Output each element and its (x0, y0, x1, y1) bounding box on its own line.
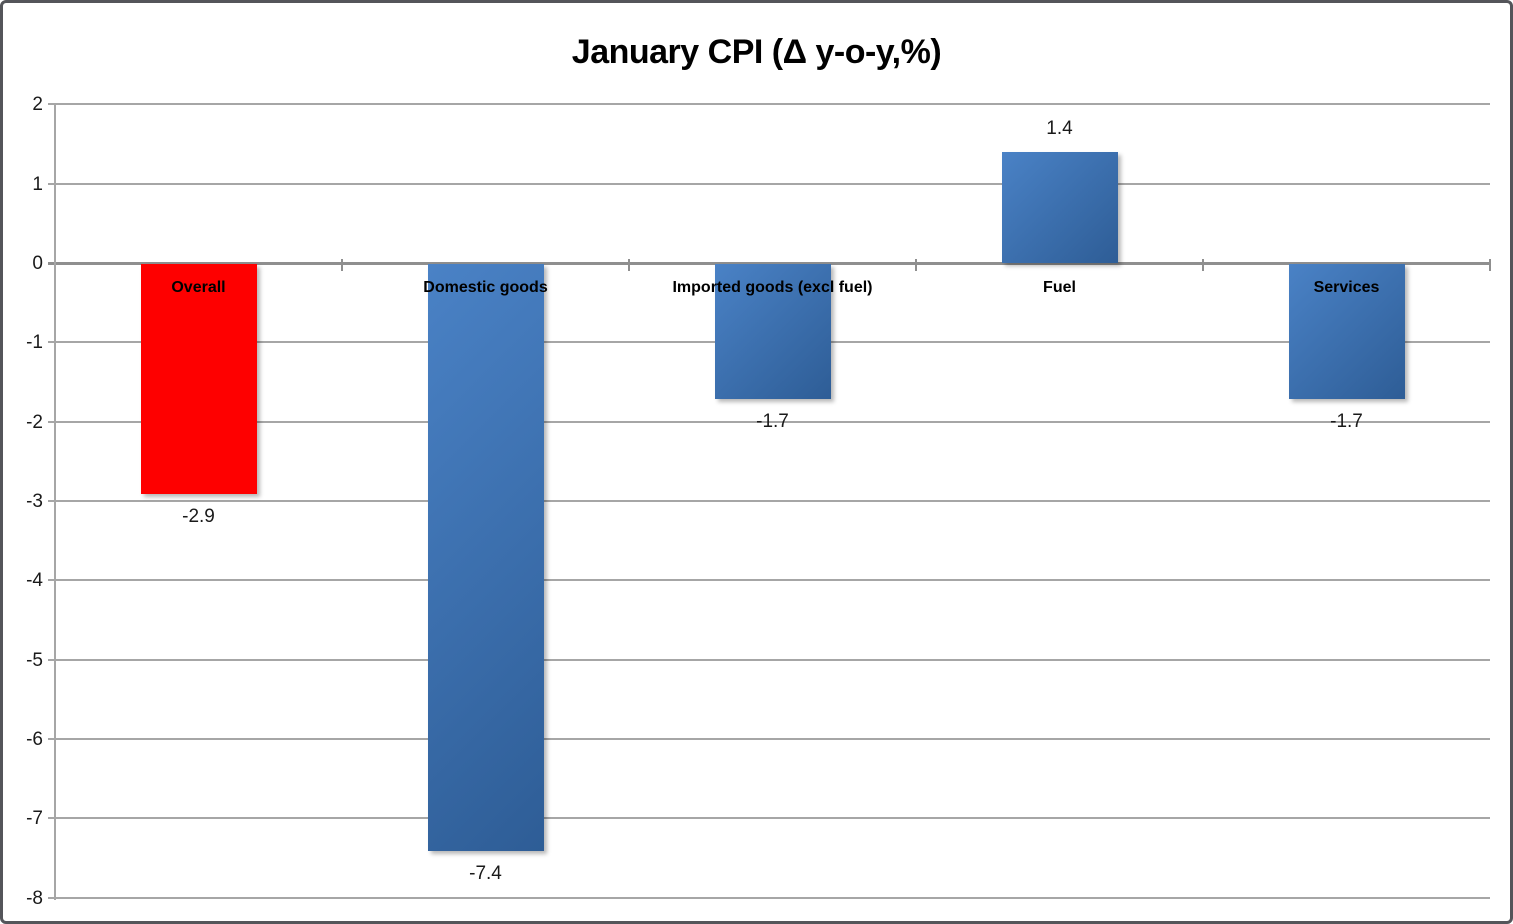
bar-services (1288, 264, 1405, 399)
zero-gridline (48, 262, 1490, 265)
gridline (48, 817, 1490, 820)
gridline (48, 500, 1490, 503)
y-axis-tick-label: -5 (26, 649, 43, 671)
y-axis-tick-label: -3 (26, 491, 43, 513)
bar-imported-goods-excl-fuel (714, 264, 831, 399)
y-axis-tick-label: 0 (32, 253, 43, 274)
value-label-services: -1.7 (1330, 410, 1363, 432)
bar-domestic-goods (427, 264, 544, 852)
plot-area: 2 1 0 -1 -2 -3 -4 -5 -6 -7 -8 Overall -2.9 Domestic g… (3, 3, 1510, 921)
category-axis-tick (1489, 259, 1491, 271)
category-axis-tick (628, 259, 630, 271)
y-axis-tick-label: -6 (26, 729, 43, 751)
gridline (48, 420, 1490, 423)
y-axis-tick-label: -8 (26, 887, 43, 909)
category-label-overall: Overall (171, 279, 226, 296)
y-axis-tick-label: -4 (26, 570, 43, 592)
category-axis-tick (1202, 259, 1204, 271)
category-axis-tick (915, 259, 917, 271)
y-axis-tick-label: 2 (32, 94, 43, 116)
category-label-imported-goods-excl-fuel: Imported goods (excl fuel) (672, 279, 873, 296)
y-axis-tick-label: -2 (26, 411, 43, 433)
category-label-fuel: Fuel (1043, 279, 1076, 296)
gridline (48, 896, 1490, 899)
y-axis-line (54, 104, 56, 900)
value-label-overall: -2.9 (182, 506, 215, 528)
value-label-domestic-goods: -7.4 (469, 863, 502, 885)
category-axis-tick (341, 259, 343, 271)
chart-title: January CPI (Δ y-o-y,%) (571, 33, 942, 71)
y-axis-tick-label: 1 (32, 173, 43, 195)
y-axis-tick-label: -1 (26, 332, 43, 354)
value-label-imported-goods-excl-fuel: -1.7 (756, 410, 789, 432)
category-label-services: Services (1313, 279, 1380, 296)
value-label-fuel: 1.4 (1046, 117, 1073, 139)
gridline (48, 579, 1490, 582)
y-axis-tick-label: -7 (26, 808, 43, 830)
bar-fuel (1001, 151, 1118, 263)
gridline (48, 103, 1490, 106)
bar-overall (140, 264, 257, 495)
category-label-domestic-goods: Domestic goods (423, 279, 548, 296)
gridline (48, 738, 1490, 741)
gridline (48, 182, 1490, 185)
gridline (48, 658, 1490, 661)
